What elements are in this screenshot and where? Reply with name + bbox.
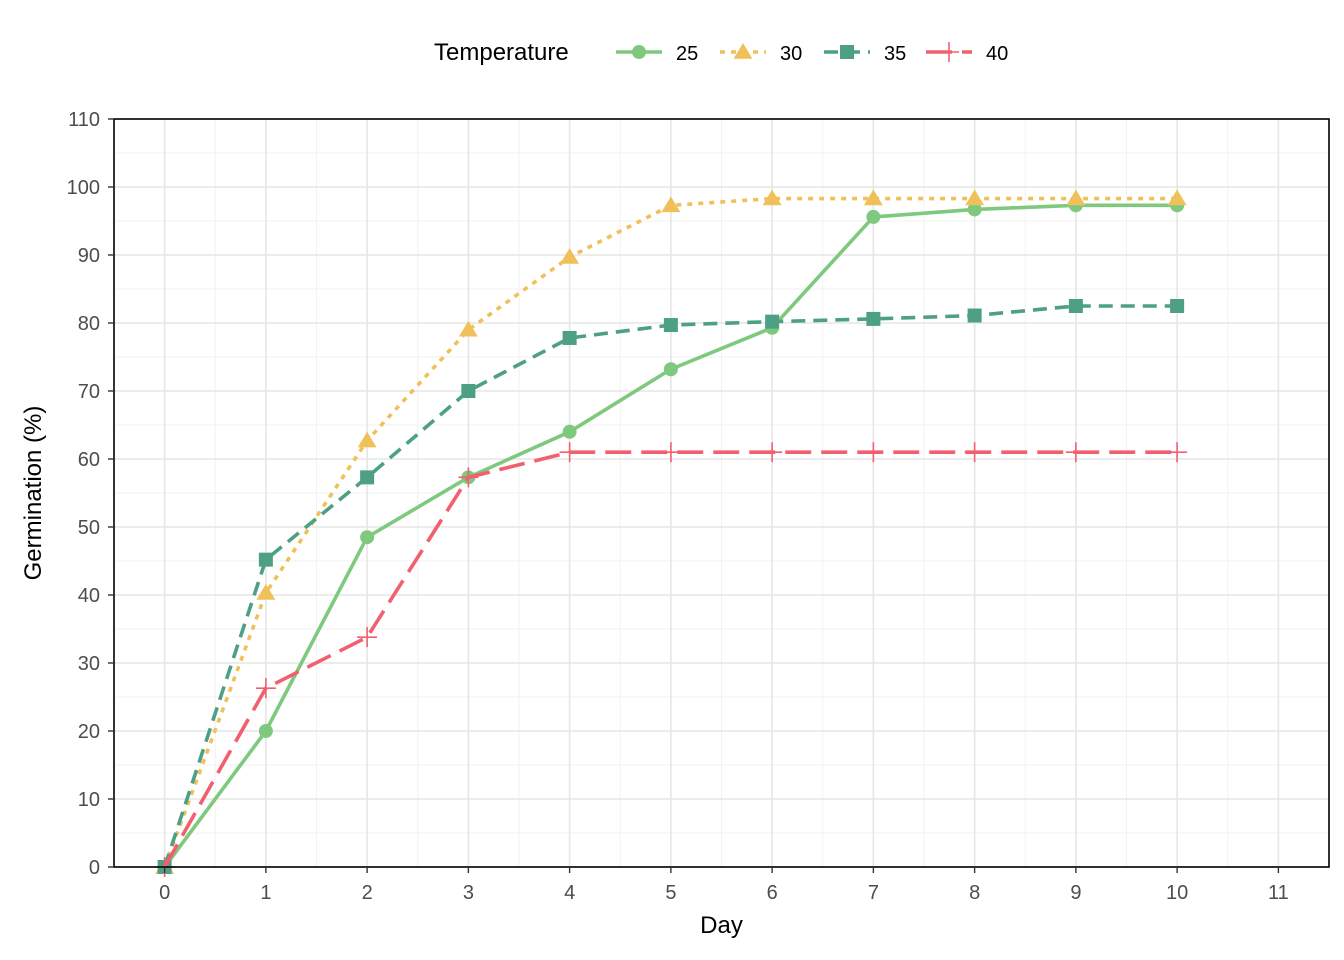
y-tick-label: 50 bbox=[78, 517, 100, 539]
series-30 bbox=[155, 189, 1187, 874]
legend-key-marker bbox=[939, 42, 959, 62]
series-line-30 bbox=[162, 196, 1178, 868]
data-point-40 bbox=[357, 627, 378, 648]
x-axis-ticks: 0 1 2 3 4 5 6 7 8 9 10 11 bbox=[159, 867, 1289, 904]
y-tick-label: 20 bbox=[78, 721, 100, 743]
data-point-30 bbox=[863, 189, 883, 206]
data-point-40 bbox=[559, 442, 580, 463]
data-point-35 bbox=[1068, 299, 1083, 313]
legend-item-30: 30 bbox=[720, 43, 802, 65]
data-point-35 bbox=[663, 318, 678, 333]
x-tick-label: 1 bbox=[260, 882, 271, 904]
x-axis-title: Day bbox=[700, 912, 743, 939]
data-point-35 bbox=[461, 384, 476, 398]
y-tick-label: 100 bbox=[67, 177, 100, 199]
legend-item-40: 40 bbox=[926, 42, 1008, 65]
data-point-30 bbox=[661, 196, 681, 213]
legend-key-marker bbox=[733, 43, 753, 59]
y-tick-label: 10 bbox=[78, 789, 100, 811]
data-point-40 bbox=[863, 442, 884, 463]
data-point-40 bbox=[1167, 442, 1188, 463]
data-point-35 bbox=[866, 311, 881, 326]
data-point-35 bbox=[1170, 299, 1185, 313]
legend: Temperature 25 30 35 40 bbox=[434, 39, 1008, 66]
legend-key-marker bbox=[632, 45, 646, 59]
x-tick-label: 8 bbox=[969, 882, 980, 904]
grid bbox=[114, 118, 1329, 868]
y-tick-label: 70 bbox=[78, 381, 100, 403]
y-tick-label: 40 bbox=[78, 585, 100, 607]
x-tick-label: 4 bbox=[564, 882, 575, 904]
x-tick-label: 3 bbox=[463, 882, 474, 904]
data-point-30 bbox=[560, 248, 580, 264]
y-tick-label: 0 bbox=[89, 857, 100, 879]
data-point-30 bbox=[1066, 189, 1086, 206]
legend-label: 40 bbox=[986, 43, 1008, 65]
data-point-40 bbox=[660, 442, 681, 463]
legend-label: 30 bbox=[780, 43, 802, 65]
data-point-30 bbox=[965, 189, 985, 206]
x-tick-label: 11 bbox=[1268, 882, 1289, 904]
x-tick-label: 9 bbox=[1070, 882, 1081, 904]
data-point-35 bbox=[258, 552, 273, 567]
series-line-40 bbox=[163, 450, 1178, 868]
series-40 bbox=[154, 442, 1188, 877]
legend-item-25: 25 bbox=[616, 43, 698, 65]
y-axis-ticks: 0 10 20 30 40 50 60 70 80 90 100 110 bbox=[67, 109, 114, 879]
data-point-25 bbox=[967, 202, 982, 217]
x-tick-label: 2 bbox=[362, 882, 373, 904]
legend-label: 35 bbox=[884, 43, 906, 65]
legend-label: 25 bbox=[676, 43, 698, 65]
x-tick-label: 0 bbox=[159, 882, 170, 904]
y-tick-label: 80 bbox=[78, 313, 100, 335]
data-point-35 bbox=[360, 470, 375, 485]
y-tick-label: 110 bbox=[68, 109, 100, 131]
data-point-40 bbox=[1065, 442, 1086, 463]
data-point-40 bbox=[762, 442, 783, 463]
y-tick-label: 30 bbox=[78, 653, 100, 675]
y-tick-label: 60 bbox=[78, 449, 100, 471]
data-point-40 bbox=[964, 442, 985, 463]
data-point-40 bbox=[458, 467, 479, 488]
x-tick-label: 6 bbox=[767, 882, 778, 904]
data-point-35 bbox=[967, 308, 982, 323]
data-point-35 bbox=[765, 314, 780, 329]
data-point-30 bbox=[256, 583, 276, 600]
data-point-30 bbox=[458, 320, 478, 337]
legend-items: 25 30 35 40 bbox=[616, 42, 1008, 65]
data-point-25 bbox=[866, 209, 881, 224]
legend-title: Temperature bbox=[434, 39, 569, 66]
plot-panel-border bbox=[113, 118, 1330, 868]
data-point-30 bbox=[357, 431, 377, 448]
data-point-30 bbox=[762, 189, 782, 206]
data-point-25 bbox=[562, 424, 577, 439]
x-tick-label: 10 bbox=[1166, 882, 1188, 904]
data-point-30 bbox=[1167, 189, 1187, 206]
y-tick-label: 90 bbox=[78, 245, 100, 267]
x-tick-label: 7 bbox=[868, 882, 879, 904]
y-axis-title: Germination (%) bbox=[20, 406, 47, 581]
data-point-25 bbox=[360, 530, 375, 545]
x-tick-label: 5 bbox=[665, 882, 676, 904]
series-group bbox=[154, 189, 1188, 877]
series-35 bbox=[157, 299, 1185, 874]
data-point-35 bbox=[562, 330, 577, 345]
data-point-25 bbox=[258, 724, 273, 738]
legend-item-35: 35 bbox=[824, 43, 906, 65]
data-point-25 bbox=[663, 362, 678, 377]
legend-key-marker bbox=[840, 45, 854, 59]
data-point-40 bbox=[255, 678, 276, 699]
